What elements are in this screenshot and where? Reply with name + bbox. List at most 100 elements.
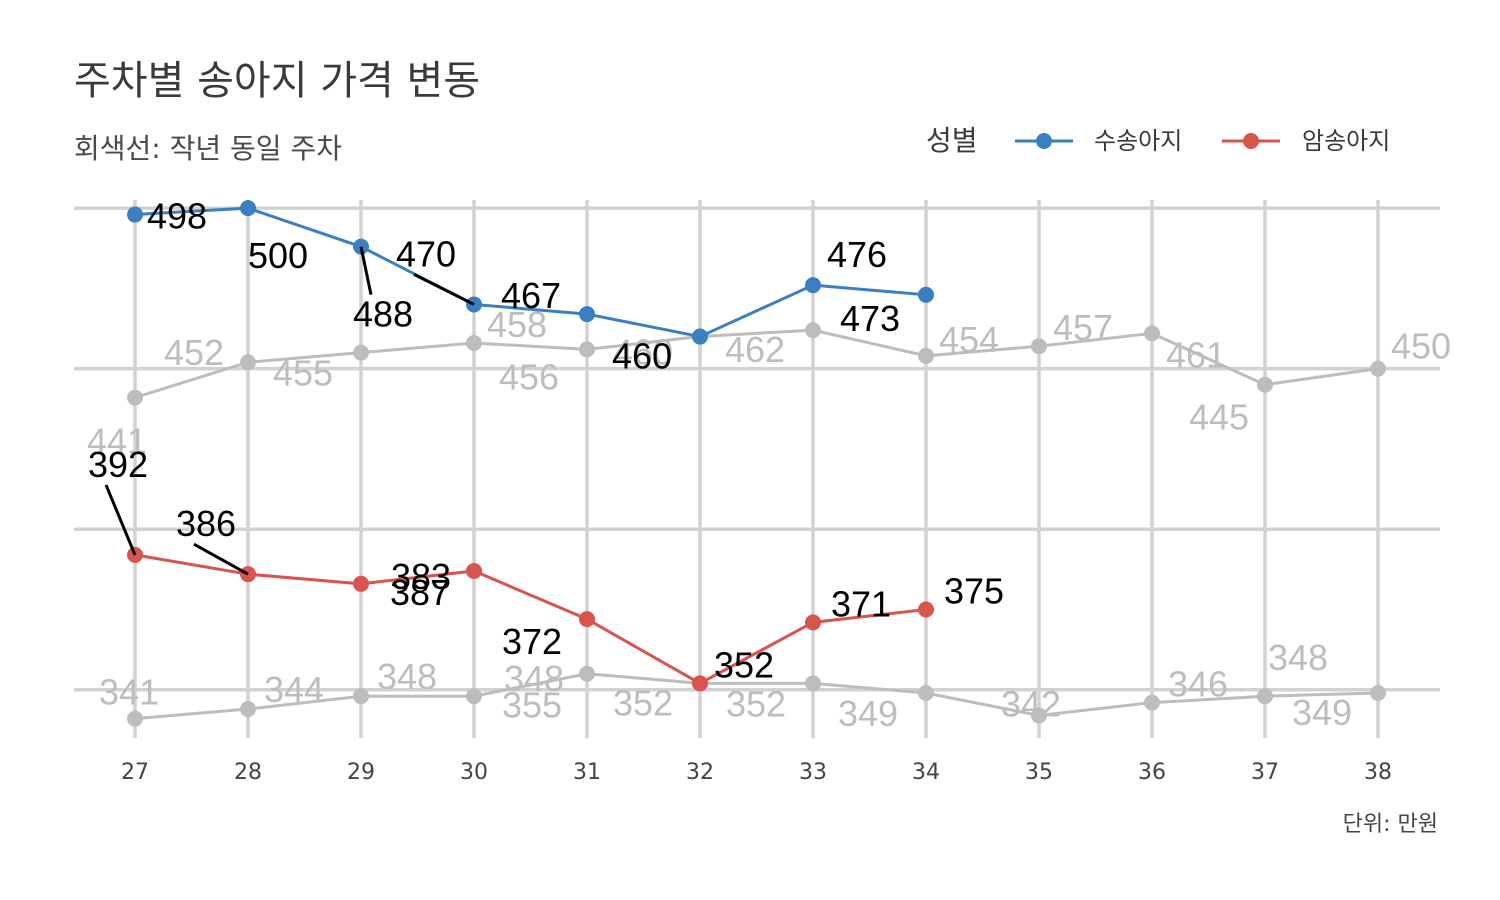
data-point (1257, 688, 1273, 705)
data-label: 346 (1168, 664, 1228, 705)
label-leader-line (359, 246, 373, 295)
data-label: 349 (838, 693, 898, 734)
data-label: 372 (502, 621, 562, 662)
data-label: 473 (840, 298, 900, 339)
legend: 성별 수송아지 암송아지 (926, 124, 1390, 157)
data-point (1031, 707, 1047, 724)
data-label: 458 (487, 304, 547, 345)
data-label: 375 (944, 571, 1004, 612)
x-tick-label: 31 (573, 760, 601, 785)
x-tick-label: 33 (799, 760, 827, 785)
data-label: 352 (613, 682, 673, 723)
data-label: 352 (726, 683, 786, 724)
data-label: 452 (164, 332, 224, 373)
data-point (127, 710, 143, 727)
data-point (466, 688, 482, 705)
x-tick-label: 27 (121, 760, 149, 785)
data-point (466, 562, 482, 579)
data-point (1370, 684, 1386, 701)
data-point (918, 286, 934, 303)
data-label: 470 (396, 233, 456, 274)
x-tick-label: 34 (912, 760, 940, 785)
grid (74, 200, 1440, 738)
data-label: 462 (725, 329, 785, 370)
x-tick-label: 32 (686, 760, 714, 785)
data-point (353, 344, 369, 361)
x-tick-label: 35 (1025, 760, 1053, 785)
data-label: 392 (88, 444, 148, 485)
current-year-lines (127, 200, 934, 692)
data-label: 348 (1268, 637, 1328, 678)
x-axis-ticks: 27 28 29 30 31 32 33 34 35 36 37 38 (121, 760, 1392, 785)
data-point (805, 322, 821, 339)
data-label: 454 (939, 319, 999, 360)
data-point (466, 334, 482, 351)
data-point (579, 611, 595, 628)
data-point (805, 277, 821, 294)
data-label: 476 (827, 234, 887, 275)
data-label: 461 (1166, 334, 1226, 375)
data-labels: 441 452 455 458 456 460 462 454 457 461 445 450 341 3… (87, 196, 1451, 734)
data-label: 460 (613, 332, 673, 373)
data-label: 341 (99, 672, 159, 713)
x-tick-label: 36 (1138, 760, 1166, 785)
data-label: 387 (390, 572, 450, 613)
x-tick-label: 37 (1251, 760, 1279, 785)
legend-title: 성별 (926, 124, 978, 157)
data-label: 348 (504, 658, 564, 699)
data-point (1257, 376, 1273, 393)
chart-subtitle: 회색선: 작년 동일 주차 (74, 132, 342, 165)
data-point (918, 347, 934, 364)
data-label: 348 (377, 656, 437, 697)
x-tick-label: 38 (1364, 760, 1392, 785)
data-label: 352 (714, 644, 774, 685)
data-point (353, 575, 369, 592)
x-tick-label: 28 (234, 760, 262, 785)
series-line-0 (134, 206, 927, 339)
data-point (692, 328, 708, 345)
data-label: 457 (1053, 307, 1113, 348)
legend-label-heifer-calf: 암송아지 (1302, 127, 1390, 155)
data-label: 500 (248, 235, 308, 276)
chart-title: 주차별 송아지 가격 변동 (74, 58, 480, 104)
data-point (692, 675, 708, 692)
series-line-2 (134, 328, 1379, 399)
legend-marker-heifer-calf (1243, 133, 1259, 149)
x-tick-label: 29 (347, 760, 375, 785)
data-point (1031, 338, 1047, 355)
series-line-1 (134, 553, 927, 686)
data-point (1144, 694, 1160, 711)
data-point (127, 389, 143, 406)
data-label: 455 (273, 353, 333, 394)
previous-year-lines (127, 322, 1386, 727)
series-line-3 (134, 672, 1379, 721)
data-point (579, 341, 595, 358)
data-label: 355 (502, 685, 562, 726)
legend-item-heifer-calf: 암송아지 (1222, 127, 1390, 155)
label-leader-line (193, 542, 249, 576)
data-label: 445 (1189, 397, 1249, 438)
data-point (1370, 360, 1386, 377)
data-label: 349 (1292, 692, 1352, 733)
data-point (127, 206, 143, 223)
data-label: 383 (391, 556, 451, 597)
x-tick-label: 30 (460, 760, 488, 785)
legend-marker-bull-calf (1036, 133, 1052, 149)
data-point (240, 701, 256, 718)
label-leader-line (413, 273, 475, 306)
data-label: 386 (176, 503, 236, 544)
data-point (805, 675, 821, 692)
data-label: 498 (147, 196, 207, 237)
data-point (805, 614, 821, 631)
data-label: 371 (831, 583, 891, 624)
data-label: 450 (1391, 326, 1451, 367)
legend-item-bull-calf: 수송아지 (1015, 127, 1182, 155)
data-point (240, 354, 256, 371)
data-point (579, 306, 595, 323)
data-label: 441 (87, 421, 147, 462)
data-point (918, 601, 934, 618)
data-label: 467 (501, 275, 561, 316)
data-point (353, 688, 369, 705)
data-label: 344 (264, 669, 324, 710)
data-point (240, 200, 256, 217)
